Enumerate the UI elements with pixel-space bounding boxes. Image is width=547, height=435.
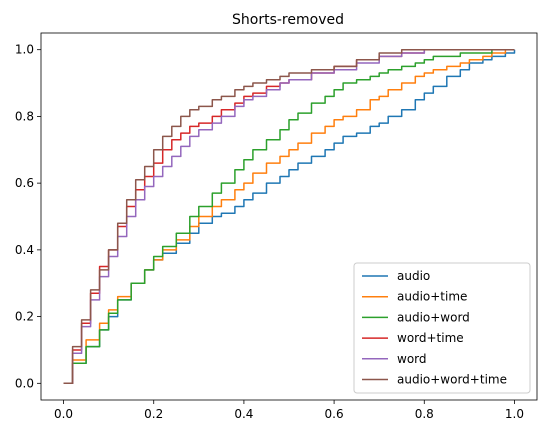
y-tick-label: 0.0 bbox=[15, 376, 34, 390]
x-tick-label: 0.6 bbox=[325, 407, 344, 421]
y-tick-label: 0.6 bbox=[15, 176, 34, 190]
legend-label: audio+word+time bbox=[397, 373, 507, 387]
y-tick-label: 1.0 bbox=[15, 43, 34, 57]
legend: audio audio+time audio+word word+time word au… bbox=[353, 262, 531, 394]
series-line-audio-plus-word bbox=[63, 48, 515, 385]
x-tick-label: 0.2 bbox=[144, 407, 163, 421]
y-tick-label: 0.2 bbox=[15, 310, 34, 324]
x-tick-label: 0.0 bbox=[54, 407, 73, 421]
plot-area bbox=[63, 48, 516, 385]
axes: 0.0 0.2 0.4 0.6 0.8 1.0 0.0 0.2 0.4 0.6 0.8 1.0 bbox=[15, 32, 538, 421]
legend-label: audio+word bbox=[397, 310, 470, 324]
legend-label: audio bbox=[397, 269, 430, 283]
x-tick-label: 0.8 bbox=[415, 407, 434, 421]
x-tick-label: 1.0 bbox=[505, 407, 524, 421]
legend-box bbox=[353, 262, 531, 394]
legend-label: audio+time bbox=[397, 290, 467, 304]
plot-frame bbox=[40, 32, 538, 401]
x-tick-label: 0.4 bbox=[234, 407, 253, 421]
series-line-audio-plus-word-plus-time bbox=[63, 48, 515, 385]
y-tick-label: 0.8 bbox=[15, 109, 34, 123]
legend-label: word+time bbox=[397, 331, 464, 345]
y-tick-label: 0.4 bbox=[15, 243, 34, 257]
legend-label: word bbox=[397, 352, 427, 366]
chart-title: Shorts-removed bbox=[232, 12, 344, 28]
